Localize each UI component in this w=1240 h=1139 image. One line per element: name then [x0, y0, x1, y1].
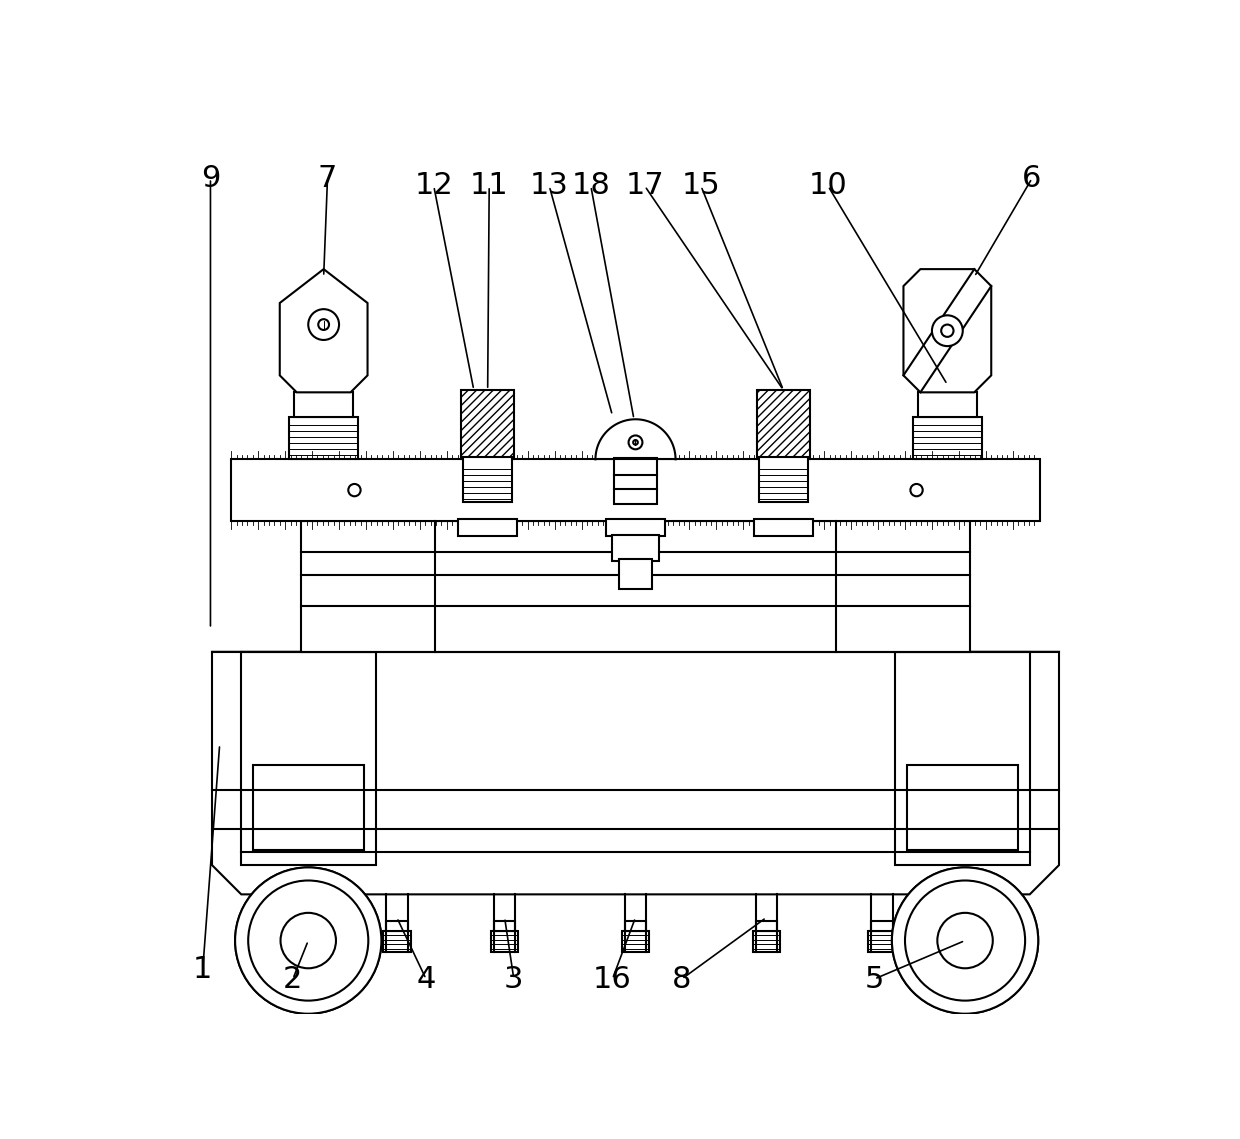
Wedge shape: [259, 882, 306, 925]
Circle shape: [937, 912, 993, 968]
Text: 16: 16: [593, 965, 631, 993]
Bar: [383, 931, 410, 952]
Wedge shape: [967, 882, 1014, 925]
Bar: [755, 921, 777, 931]
Text: 18: 18: [572, 172, 610, 200]
Circle shape: [905, 880, 1025, 1001]
Circle shape: [905, 880, 1025, 1001]
Bar: [491, 931, 518, 952]
Polygon shape: [212, 652, 1059, 894]
Wedge shape: [967, 957, 1014, 999]
Circle shape: [634, 440, 637, 444]
Text: 15: 15: [682, 172, 720, 200]
Bar: [918, 392, 977, 417]
Bar: [872, 921, 893, 931]
Wedge shape: [335, 913, 367, 967]
Wedge shape: [991, 913, 1023, 967]
Circle shape: [309, 309, 339, 339]
Polygon shape: [280, 269, 367, 392]
Bar: [459, 519, 517, 536]
Text: 10: 10: [808, 172, 847, 200]
Bar: [621, 931, 650, 952]
Text: 7: 7: [317, 164, 337, 192]
Text: 13: 13: [529, 172, 569, 200]
Polygon shape: [595, 419, 676, 459]
Bar: [754, 519, 812, 536]
Bar: [758, 390, 810, 459]
Bar: [625, 921, 646, 931]
Circle shape: [248, 880, 368, 1001]
Wedge shape: [249, 913, 283, 967]
Bar: [242, 652, 376, 866]
Circle shape: [280, 912, 336, 968]
Bar: [253, 765, 365, 850]
Wedge shape: [310, 957, 357, 999]
Circle shape: [892, 868, 1038, 1014]
Text: 1: 1: [193, 954, 212, 984]
Bar: [868, 931, 895, 952]
Bar: [461, 390, 513, 459]
Circle shape: [937, 912, 993, 968]
Text: 6: 6: [1022, 164, 1042, 192]
Bar: [619, 559, 652, 589]
Text: 2: 2: [283, 965, 303, 993]
Bar: [614, 458, 657, 503]
Wedge shape: [259, 957, 306, 999]
Circle shape: [248, 880, 368, 1001]
Text: 5: 5: [864, 965, 884, 993]
Text: 9: 9: [201, 164, 221, 192]
Bar: [613, 535, 658, 560]
Bar: [759, 457, 808, 501]
Circle shape: [941, 325, 954, 337]
Wedge shape: [310, 882, 357, 925]
Text: 4: 4: [417, 965, 435, 993]
Circle shape: [892, 868, 1038, 1014]
Wedge shape: [916, 882, 963, 925]
Circle shape: [629, 435, 642, 449]
Text: 12: 12: [414, 172, 453, 200]
Bar: [494, 921, 516, 931]
Text: 3: 3: [505, 965, 523, 993]
Bar: [300, 521, 971, 652]
Bar: [386, 921, 408, 931]
Bar: [895, 652, 1029, 866]
Text: 8: 8: [672, 965, 692, 993]
Bar: [294, 392, 353, 417]
Bar: [231, 459, 1040, 521]
Bar: [753, 931, 780, 952]
Wedge shape: [906, 913, 939, 967]
Wedge shape: [916, 957, 963, 999]
Circle shape: [236, 868, 382, 1014]
Text: 17: 17: [625, 172, 665, 200]
Circle shape: [910, 484, 923, 497]
Text: 11: 11: [470, 172, 508, 200]
Circle shape: [932, 316, 962, 346]
Circle shape: [348, 484, 361, 497]
Circle shape: [236, 868, 382, 1014]
Bar: [913, 417, 982, 459]
Circle shape: [280, 912, 336, 968]
Bar: [606, 519, 665, 536]
Bar: [906, 765, 1018, 850]
Bar: [463, 457, 512, 501]
Polygon shape: [904, 269, 991, 392]
Bar: [289, 417, 358, 459]
Circle shape: [319, 319, 329, 330]
